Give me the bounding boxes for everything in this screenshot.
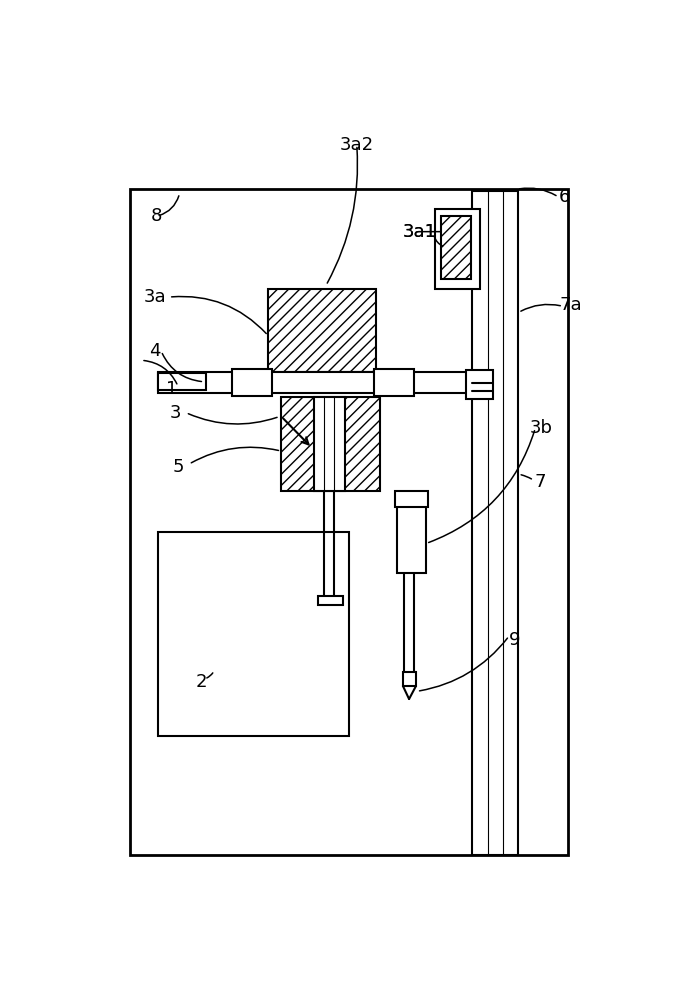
Text: 6: 6 [559, 188, 570, 206]
Bar [403, 672, 416, 686]
Bar [158, 373, 206, 389]
Bar [158, 372, 477, 393]
Text: 5: 5 [172, 458, 184, 476]
Text: 3b: 3b [530, 419, 553, 437]
Bar [374, 369, 415, 396]
Text: 7: 7 [534, 473, 546, 491]
Bar [435, 209, 480, 289]
Bar [129, 189, 568, 855]
Bar [395, 491, 428, 507]
Bar [466, 370, 493, 399]
Text: 3a2: 3a2 [340, 136, 373, 154]
Text: 3a1: 3a1 [403, 223, 437, 241]
Text: 3: 3 [170, 404, 181, 422]
Text: 8: 8 [151, 207, 162, 225]
Bar [158, 532, 349, 736]
Bar [472, 191, 518, 855]
Text: 7a: 7a [560, 296, 582, 314]
Text: 1: 1 [166, 380, 178, 398]
Bar [441, 216, 471, 279]
Bar [315, 397, 345, 491]
Text: 3a1: 3a1 [403, 223, 437, 241]
Bar [397, 505, 426, 573]
Text: 9: 9 [509, 631, 521, 649]
Bar [268, 289, 376, 372]
Text: 3a: 3a [144, 288, 166, 306]
Bar [281, 397, 380, 491]
Bar [232, 369, 272, 396]
Text: 4: 4 [149, 342, 161, 360]
Bar [318, 596, 343, 605]
Text: 2: 2 [196, 673, 207, 691]
